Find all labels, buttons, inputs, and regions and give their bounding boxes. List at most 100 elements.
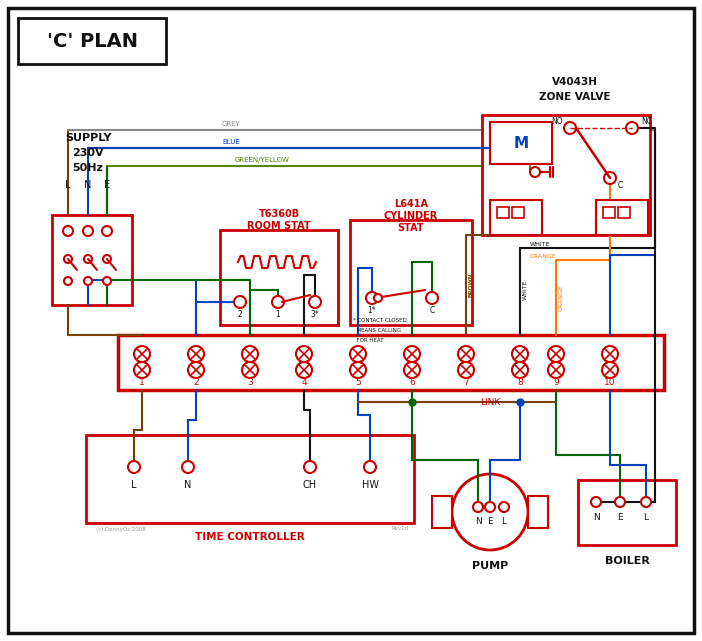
Bar <box>350 220 472 325</box>
Circle shape <box>103 255 111 263</box>
Circle shape <box>404 346 420 362</box>
Circle shape <box>564 122 576 134</box>
Text: HW: HW <box>362 480 378 490</box>
Circle shape <box>374 294 382 302</box>
Text: V4043H: V4043H <box>552 77 598 87</box>
Text: ROOM STAT: ROOM STAT <box>247 221 311 231</box>
Circle shape <box>404 362 420 378</box>
Circle shape <box>548 346 564 362</box>
Text: C: C <box>430 306 435 315</box>
Circle shape <box>102 226 112 236</box>
Text: WHITE: WHITE <box>530 242 550 247</box>
Bar <box>490 200 542 235</box>
Bar <box>18 18 166 64</box>
Circle shape <box>426 292 438 304</box>
Circle shape <box>530 167 540 177</box>
Bar <box>596 200 648 235</box>
Bar <box>220 230 338 325</box>
Text: STAT: STAT <box>398 223 424 233</box>
Text: CYLINDER: CYLINDER <box>384 211 438 221</box>
Bar <box>118 335 664 390</box>
Text: ORANGE: ORANGE <box>530 253 557 258</box>
Text: 1: 1 <box>276 310 280 319</box>
Circle shape <box>64 255 72 263</box>
Text: CH: CH <box>303 480 317 490</box>
Text: BROWN: BROWN <box>468 273 474 297</box>
Text: * CONTACT CLOSED: * CONTACT CLOSED <box>353 317 406 322</box>
Circle shape <box>458 362 474 378</box>
Text: M: M <box>513 135 529 151</box>
Circle shape <box>272 296 284 308</box>
Circle shape <box>188 362 204 378</box>
Circle shape <box>234 296 246 308</box>
Circle shape <box>242 346 258 362</box>
Circle shape <box>350 346 366 362</box>
Text: TIME CONTROLLER: TIME CONTROLLER <box>195 532 305 542</box>
Text: C: C <box>617 181 623 190</box>
Bar <box>52 215 132 305</box>
Bar <box>603 207 615 218</box>
Text: N: N <box>592 513 600 522</box>
Circle shape <box>364 461 376 473</box>
Circle shape <box>309 296 321 308</box>
Circle shape <box>182 461 194 473</box>
Text: NC: NC <box>641 117 652 126</box>
Bar <box>490 122 552 164</box>
Circle shape <box>103 277 111 285</box>
Text: 1: 1 <box>139 378 145 387</box>
Text: T6360B: T6360B <box>258 209 300 219</box>
Text: 7: 7 <box>463 378 469 387</box>
Circle shape <box>626 122 638 134</box>
Circle shape <box>641 497 651 507</box>
Text: E: E <box>617 513 623 522</box>
Circle shape <box>548 362 564 378</box>
Text: 4: 4 <box>301 378 307 387</box>
Circle shape <box>602 362 618 378</box>
Circle shape <box>134 346 150 362</box>
Text: NO: NO <box>551 117 563 126</box>
Circle shape <box>485 502 495 512</box>
Circle shape <box>512 346 528 362</box>
Circle shape <box>84 277 92 285</box>
Text: SUPPLY: SUPPLY <box>65 133 111 143</box>
Text: L: L <box>501 517 507 526</box>
Text: 230V: 230V <box>72 148 104 158</box>
Circle shape <box>304 461 316 473</box>
Text: GREY: GREY <box>222 121 241 127</box>
Circle shape <box>452 474 528 550</box>
Text: N: N <box>185 480 192 490</box>
Circle shape <box>128 461 140 473</box>
Text: 5: 5 <box>355 378 361 387</box>
Text: 3*: 3* <box>310 310 319 319</box>
Circle shape <box>473 502 483 512</box>
Text: 2: 2 <box>193 378 199 387</box>
Text: 10: 10 <box>604 378 616 387</box>
Bar <box>482 115 650 235</box>
Text: L: L <box>644 513 649 522</box>
Text: 50Hz: 50Hz <box>72 163 103 173</box>
Text: FOR HEAT: FOR HEAT <box>353 338 383 342</box>
Text: PUMP: PUMP <box>472 561 508 571</box>
Text: ORANGE: ORANGE <box>559 285 564 312</box>
Text: L: L <box>131 480 137 490</box>
Text: ZONE VALVE: ZONE VALVE <box>539 92 611 102</box>
Bar <box>528 496 548 528</box>
Circle shape <box>615 497 625 507</box>
Bar <box>432 496 452 528</box>
Circle shape <box>188 346 204 362</box>
Text: 8: 8 <box>517 378 523 387</box>
Bar <box>86 435 414 523</box>
Circle shape <box>64 277 72 285</box>
Circle shape <box>63 226 73 236</box>
Circle shape <box>602 346 618 362</box>
Text: 9: 9 <box>553 378 559 387</box>
Text: L: L <box>65 180 71 190</box>
Bar <box>618 207 630 218</box>
Circle shape <box>591 497 601 507</box>
Circle shape <box>604 172 616 184</box>
Text: N: N <box>84 180 92 190</box>
Text: BLUE: BLUE <box>222 139 240 145</box>
Text: 6: 6 <box>409 378 415 387</box>
Text: 1*: 1* <box>368 306 376 315</box>
Text: GREEN/YELLOW: GREEN/YELLOW <box>235 157 290 163</box>
